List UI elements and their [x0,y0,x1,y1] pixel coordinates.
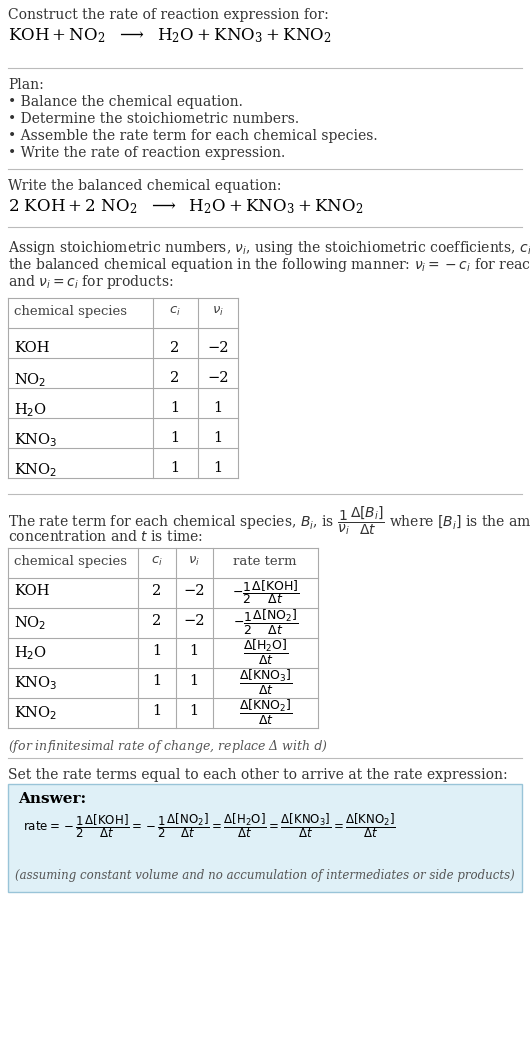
Text: The rate term for each chemical species, $B_i$, is $\dfrac{1}{\nu_i}\dfrac{\Delt: The rate term for each chemical species,… [8,504,530,537]
Text: KNO$_3$: KNO$_3$ [14,674,57,691]
Text: chemical species: chemical species [14,555,127,568]
Text: −2: −2 [207,371,229,385]
Text: 1: 1 [171,461,180,475]
Text: 1: 1 [171,401,180,415]
Text: −2: −2 [183,584,205,598]
Text: $\nu_i$: $\nu_i$ [212,305,224,318]
Text: • Determine the stoichiometric numbers.: • Determine the stoichiometric numbers. [8,112,299,126]
Text: Answer:: Answer: [18,792,86,806]
Text: 1: 1 [189,704,199,718]
Text: $\dfrac{\Delta[\mathrm{H_2O}]}{\Delta t}$: $\dfrac{\Delta[\mathrm{H_2O}]}{\Delta t}… [243,637,288,666]
Text: KNO$_3$: KNO$_3$ [14,431,57,449]
Text: 2: 2 [170,341,180,355]
Text: chemical species: chemical species [14,305,127,318]
Text: 1: 1 [214,401,223,415]
Text: the balanced chemical equation in the following manner: $\nu_i = -c_i$ for react: the balanced chemical equation in the fo… [8,256,530,274]
Text: 1: 1 [189,674,199,688]
Text: $\mathregular{2\ KOH + 2\ NO_2\ \ \longrightarrow\ \ H_2O + KNO_3 + KNO_2}$: $\mathregular{2\ KOH + 2\ NO_2\ \ \longr… [8,197,364,215]
Text: 2: 2 [153,584,162,598]
Text: KNO$_2$: KNO$_2$ [14,704,57,722]
Text: • Assemble the rate term for each chemical species.: • Assemble the rate term for each chemic… [8,129,377,143]
Text: • Balance the chemical equation.: • Balance the chemical equation. [8,95,243,109]
Text: and $\nu_i = c_i$ for products:: and $\nu_i = c_i$ for products: [8,273,173,291]
Text: (for infinitesimal rate of change, replace Δ with $d$): (for infinitesimal rate of change, repla… [8,738,328,755]
Text: KOH: KOH [14,341,49,355]
Text: • Write the rate of reaction expression.: • Write the rate of reaction expression. [8,146,285,160]
Text: 2: 2 [153,614,162,628]
Text: $-\dfrac{1}{2}\dfrac{\Delta[\mathrm{KOH}]}{\Delta t}$: $-\dfrac{1}{2}\dfrac{\Delta[\mathrm{KOH}… [232,578,299,606]
Text: NO$_2$: NO$_2$ [14,371,46,389]
Text: (assuming constant volume and no accumulation of intermediates or side products): (assuming constant volume and no accumul… [15,869,515,882]
Text: rate term: rate term [233,555,297,568]
Text: H$_2$O: H$_2$O [14,401,47,418]
Text: 1: 1 [153,704,162,718]
Text: KOH: KOH [14,584,49,598]
Text: $c_i$: $c_i$ [169,305,181,318]
Text: 1: 1 [153,644,162,658]
Text: 1: 1 [189,644,199,658]
Text: 2: 2 [170,371,180,385]
Text: $-\dfrac{1}{2}\dfrac{\Delta[\mathrm{NO_2}]}{\Delta t}$: $-\dfrac{1}{2}\dfrac{\Delta[\mathrm{NO_2… [233,608,298,637]
Text: NO$_2$: NO$_2$ [14,614,46,632]
Text: −2: −2 [207,341,229,355]
FancyBboxPatch shape [8,784,522,892]
Text: Assign stoichiometric numbers, $\nu_i$, using the stoichiometric coefficients, $: Assign stoichiometric numbers, $\nu_i$, … [8,238,530,257]
Text: Construct the rate of reaction expression for:: Construct the rate of reaction expressio… [8,8,329,22]
Text: 1: 1 [214,431,223,445]
Text: KNO$_2$: KNO$_2$ [14,461,57,479]
Text: Plan:: Plan: [8,78,44,92]
Text: concentration and $t$ is time:: concentration and $t$ is time: [8,529,203,544]
Text: $\nu_i$: $\nu_i$ [188,555,200,568]
Text: Set the rate terms equal to each other to arrive at the rate expression:: Set the rate terms equal to each other t… [8,768,508,782]
Text: 1: 1 [171,431,180,445]
Text: $\dfrac{\Delta[\mathrm{KNO_3}]}{\Delta t}$: $\dfrac{\Delta[\mathrm{KNO_3}]}{\Delta t… [238,667,293,697]
Text: $\mathregular{KOH + NO_2\ \ \longrightarrow\ \ H_2O + KNO_3 + KNO_2}$: $\mathregular{KOH + NO_2\ \ \longrightar… [8,26,331,45]
Text: $\dfrac{\Delta[\mathrm{KNO_2}]}{\Delta t}$: $\dfrac{\Delta[\mathrm{KNO_2}]}{\Delta t… [238,698,293,727]
Text: $c_i$: $c_i$ [151,555,163,568]
Text: H$_2$O: H$_2$O [14,644,47,662]
Text: Write the balanced chemical equation:: Write the balanced chemical equation: [8,179,281,194]
Text: $\mathrm{rate} = -\dfrac{1}{2}\dfrac{\Delta[\mathrm{KOH}]}{\Delta t} = -\dfrac{1: $\mathrm{rate} = -\dfrac{1}{2}\dfrac{\De… [23,812,396,840]
Text: 1: 1 [153,674,162,688]
Text: −2: −2 [183,614,205,628]
Text: 1: 1 [214,461,223,475]
